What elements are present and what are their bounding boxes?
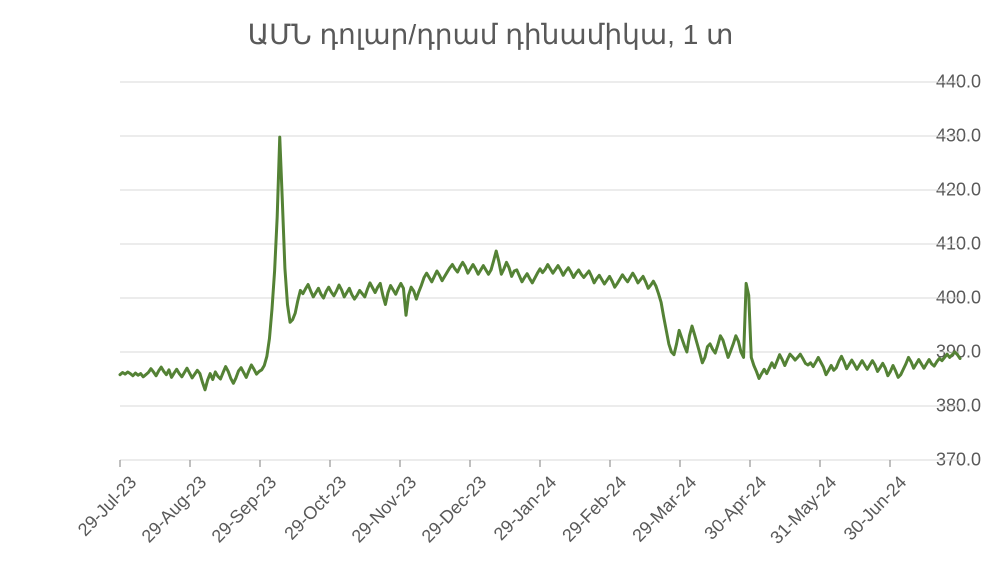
x-tick-marks xyxy=(120,460,890,467)
chart-plot-svg xyxy=(0,0,981,579)
usd-amd-line-chart: ԱՄՆ դոլար/դրամ դինամիկա, 1 տ 370.0380.03… xyxy=(0,0,981,579)
